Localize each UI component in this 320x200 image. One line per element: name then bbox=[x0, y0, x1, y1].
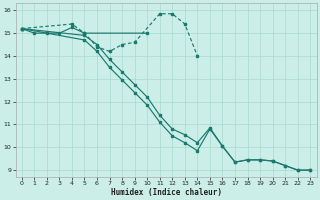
X-axis label: Humidex (Indice chaleur): Humidex (Indice chaleur) bbox=[110, 188, 221, 197]
